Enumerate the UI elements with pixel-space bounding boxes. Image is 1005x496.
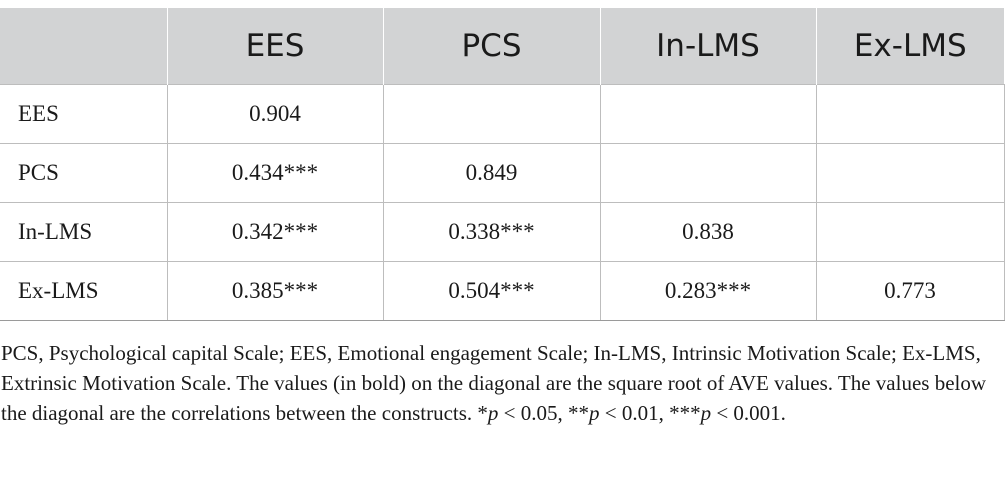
footnote-text: PCS, Psychological capital Scale; EES, E… xyxy=(1,341,987,425)
table-cell xyxy=(815,143,1005,203)
table-cell xyxy=(815,202,1005,262)
header-cell-ex-lms: Ex-LMS xyxy=(815,8,1004,85)
table-row: In-LMS 0.342*** 0.338*** 0.838 xyxy=(0,202,1005,262)
table-cell: 0.849 xyxy=(382,143,601,203)
footnote-text: < 0.01, *** xyxy=(599,401,701,425)
correlation-table: EES PCS In-LMS Ex-LMS EES 0.904 PCS 0.43… xyxy=(0,8,1005,321)
table-cell: 0.283*** xyxy=(599,261,817,321)
table-row: EES 0.904 xyxy=(0,84,1005,144)
row-label: PCS xyxy=(0,143,168,203)
footnote-text: < 0.001. xyxy=(711,401,786,425)
table-cell xyxy=(599,143,817,203)
header-cell-ees: EES xyxy=(166,8,383,85)
table-cell: 0.342*** xyxy=(166,202,384,262)
table-cell xyxy=(815,84,1005,144)
table-cell: 0.338*** xyxy=(382,202,601,262)
header-row: EES PCS In-LMS Ex-LMS xyxy=(0,8,1004,85)
table-cell xyxy=(382,84,601,144)
row-label: In-LMS xyxy=(0,202,168,262)
header-cell-empty xyxy=(0,8,167,85)
table-cell: 0.773 xyxy=(815,261,1005,321)
footnote-p-symbol: p xyxy=(487,401,499,425)
table-cell: 0.838 xyxy=(599,202,817,262)
footnote-p-symbol: p xyxy=(700,401,712,425)
table-cell: 0.504*** xyxy=(382,261,601,321)
footnote-p-symbol: p xyxy=(589,401,600,425)
table-footnote: PCS, Psychological capital Scale; EES, E… xyxy=(1,338,991,428)
table-cell xyxy=(599,84,817,144)
header-cell-in-lms: In-LMS xyxy=(599,8,816,85)
table-row: PCS 0.434*** 0.849 xyxy=(0,143,1005,203)
row-label: EES xyxy=(0,84,168,144)
footnote-text: < 0.05, ** xyxy=(498,401,589,425)
correlation-table-container: EES PCS In-LMS Ex-LMS EES 0.904 PCS 0.43… xyxy=(0,8,1005,321)
table-cell: 0.434*** xyxy=(166,143,384,203)
table-cell: 0.385*** xyxy=(166,261,384,321)
table-row: Ex-LMS 0.385*** 0.504*** 0.283*** 0.773 xyxy=(0,261,1005,321)
header-cell-pcs: PCS xyxy=(382,8,600,85)
row-label: Ex-LMS xyxy=(0,261,168,321)
table-cell: 0.904 xyxy=(166,84,384,144)
